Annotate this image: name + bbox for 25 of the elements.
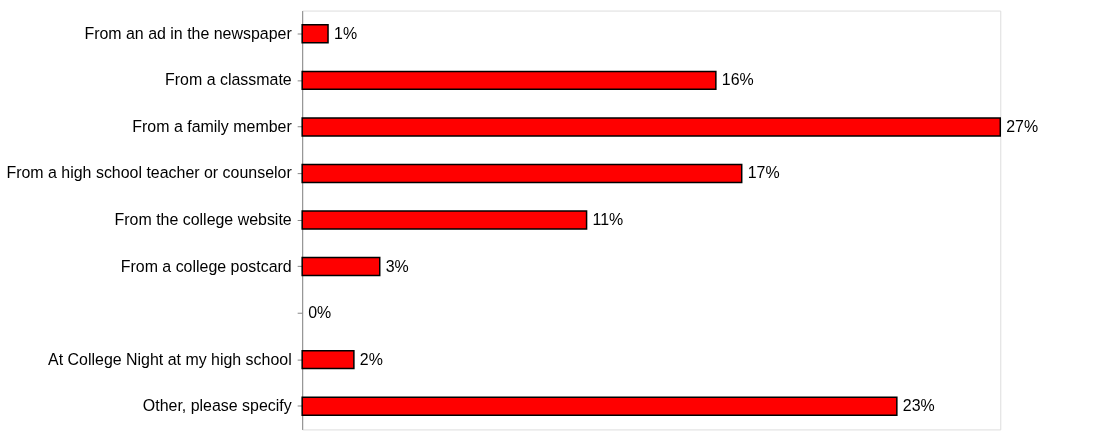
y-tick-label: From a college postcard (120, 257, 292, 275)
bar (301, 70, 717, 91)
y-tick-label: Other, please specify (142, 397, 292, 415)
data-label: 0% (308, 304, 332, 322)
data-label: 11% (592, 210, 624, 228)
data-label: 2% (359, 350, 383, 368)
data-label: 3% (385, 257, 409, 275)
y-tick-label: From an ad in the newspaper (84, 24, 293, 42)
y-tick-label: From a family member (132, 117, 293, 135)
y-tick-label: At College Night at my high school (48, 350, 292, 368)
bar (301, 349, 355, 370)
bar (301, 256, 381, 277)
bar (301, 396, 898, 416)
data-label: 1% (334, 24, 358, 42)
bar (301, 210, 588, 230)
bar (301, 117, 1002, 137)
y-tick-label: From the college website (114, 210, 292, 228)
data-label: 27% (1006, 117, 1039, 135)
data-label: 16% (721, 71, 754, 89)
bar (301, 163, 743, 184)
data-label: 17% (747, 164, 780, 182)
data-label: 23% (902, 397, 935, 415)
y-tick-label: From a classmate (165, 71, 292, 89)
bar (301, 24, 329, 44)
y-tick-label: From a high school teacher or counselor (6, 164, 293, 182)
